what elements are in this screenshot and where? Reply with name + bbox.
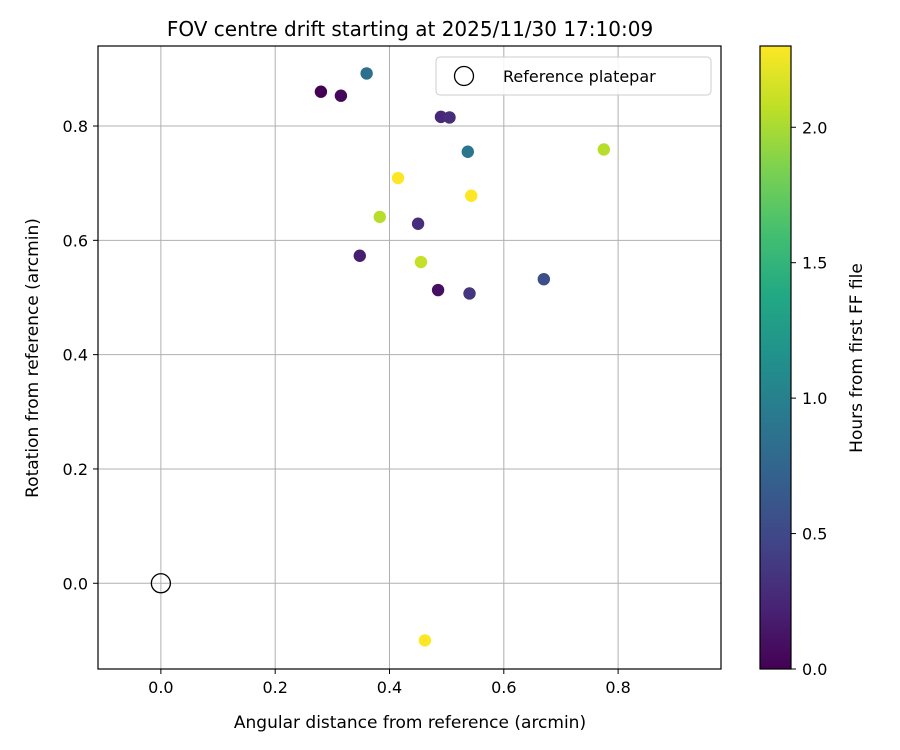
data-point <box>411 217 425 230</box>
data-point <box>461 145 474 158</box>
y-tick-label: 0.6 <box>63 231 88 250</box>
data-point <box>334 89 348 102</box>
data-point <box>360 67 373 80</box>
colorbar <box>759 45 792 670</box>
data-point <box>431 283 445 297</box>
colorbar-tick-label: 1.0 <box>802 389 827 408</box>
colorbar-label: Hours from first FF file <box>847 263 867 453</box>
x-axis-label: Angular distance from reference (arcmin) <box>234 713 586 733</box>
data-point <box>418 634 432 647</box>
colorbar-ticks: 0.0 0.5 1.0 1.5 2.0 <box>791 118 827 679</box>
legend-entry: Reference platepar <box>503 67 656 86</box>
x-tick-label: 0.2 <box>262 678 287 697</box>
colorbar-tick-label: 0.0 <box>802 660 827 679</box>
data-point <box>465 189 478 202</box>
x-tick-label: 0.6 <box>491 678 516 697</box>
data-point <box>353 249 366 262</box>
data-point <box>537 272 551 286</box>
data-point <box>391 171 405 185</box>
x-tick-label: 0.8 <box>605 678 630 697</box>
x-axis-ticks: 0.0 0.2 0.4 0.6 0.8 <box>148 669 631 697</box>
data-point <box>373 210 386 224</box>
reference-point <box>150 573 172 594</box>
y-tick-label: 0.2 <box>63 460 88 479</box>
plot-frame <box>97 45 722 670</box>
grid-lines <box>98 46 721 669</box>
data-point <box>463 287 476 300</box>
colorbar-tick-label: 2.0 <box>802 118 827 137</box>
colorbar-tick-label: 0.5 <box>802 525 827 544</box>
data-point <box>414 255 428 269</box>
x-tick-label: 0.4 <box>377 678 402 697</box>
scatter-points <box>314 67 611 647</box>
data-point <box>597 143 611 156</box>
reference-marker <box>150 573 172 594</box>
x-tick-label: 0.0 <box>148 678 173 697</box>
colorbar-tick-label: 1.5 <box>802 254 827 273</box>
chart-title: FOV centre drift starting at 2025/11/30 … <box>167 17 653 41</box>
y-tick-label: 0.4 <box>63 346 88 365</box>
data-point <box>443 111 456 124</box>
legend-box <box>435 56 712 96</box>
y-tick-label: 0.0 <box>63 574 88 593</box>
legend-marker <box>453 65 475 87</box>
data-point <box>314 85 328 98</box>
y-tick-label: 0.8 <box>63 117 88 136</box>
y-axis-ticks: 0.0 0.2 0.4 0.6 0.8 <box>63 117 98 593</box>
legend: Reference platepar <box>435 56 712 96</box>
y-axis-label: Rotation from reference (arcmin) <box>23 218 43 498</box>
